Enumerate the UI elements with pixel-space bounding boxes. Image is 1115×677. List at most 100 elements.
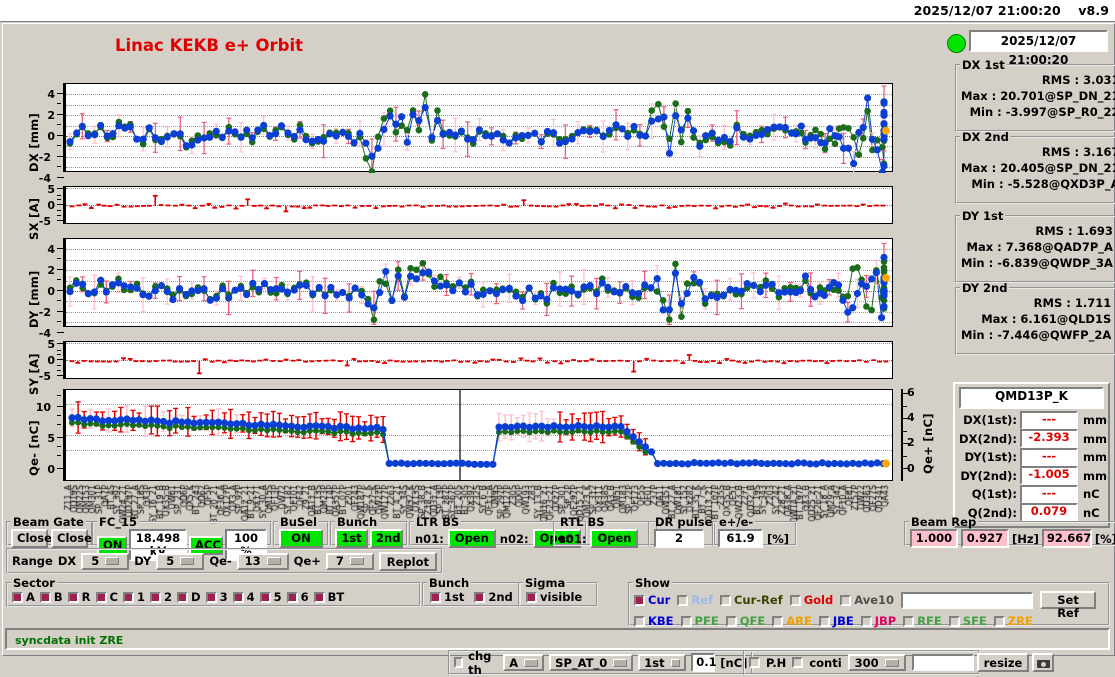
show-item-checkbox-cur[interactable]	[634, 594, 645, 606]
set-ref-button[interactable]: Set Ref	[1040, 591, 1097, 620]
beam-rep-unit-hz: [Hz]	[1012, 531, 1039, 546]
show-item-are[interactable]: ARE	[772, 614, 812, 628]
show-item-sfe[interactable]: SFE	[948, 614, 987, 628]
sector-item-2[interactable]: 2	[150, 590, 172, 604]
sector-item-checkbox-6[interactable]	[286, 591, 298, 603]
bunch-item-2nd[interactable]: 2nd	[474, 590, 513, 604]
sector-item-r[interactable]: R	[67, 590, 91, 604]
beam-gate-close-1[interactable]: Close	[11, 529, 52, 548]
bunch-2nd-button[interactable]: 2nd	[370, 529, 403, 548]
show-item-jbp[interactable]: JBP	[860, 614, 896, 628]
show-item-qfe[interactable]: QFE	[725, 614, 765, 628]
show-item-cur-ref[interactable]: Cur-Ref	[719, 593, 783, 607]
bunch-1st-button[interactable]: 1st	[335, 529, 368, 548]
bunch-item-1st[interactable]: 1st	[430, 590, 464, 604]
range-qeminus-select[interactable]: 13	[236, 552, 289, 570]
sector-item-bt[interactable]: BT	[313, 590, 344, 604]
sector-item-d[interactable]: D	[177, 590, 201, 604]
dx-2nd-min-row: Min : -5.528@QXD3P_A	[957, 176, 1115, 192]
bunch-item-checkbox-2nd[interactable]	[474, 591, 486, 603]
sector-item-checkbox-4[interactable]	[232, 591, 244, 603]
x-axis-tick-labels	[63, 481, 893, 533]
show-item-jbe[interactable]: JBE	[818, 614, 854, 628]
show-item-checkbox-pfe[interactable]	[680, 615, 692, 627]
show-item-cur[interactable]: Cur	[634, 593, 670, 607]
show-item-label-cur: Cur	[648, 593, 671, 607]
chg-th-bpm-select[interactable]: SP_AT_0	[549, 654, 634, 671]
dx-2nd-max-key: Max :	[961, 161, 997, 175]
replot-button[interactable]: Replot	[378, 551, 437, 571]
show-item-checkbox-rfe[interactable]	[903, 615, 915, 627]
range-dy-select[interactable]: 5	[156, 552, 205, 570]
sector-item-checkbox-bt[interactable]	[313, 591, 325, 603]
sector-item-checkbox-d[interactable]	[177, 591, 189, 603]
show-item-label-rfe: RFE	[917, 614, 942, 628]
show-item-pfe[interactable]: PFE	[680, 614, 719, 628]
sector-item-checkbox-1[interactable]	[122, 591, 134, 603]
range-qeplus-select[interactable]: 7	[325, 552, 374, 570]
rtl-s01-button[interactable]: Open	[590, 529, 639, 548]
show-item-checkbox-ave10[interactable]	[840, 594, 852, 606]
ltr-n02-button[interactable]: Open	[532, 529, 581, 548]
qe-plot-axes[interactable]	[65, 389, 893, 482]
busel-on-button[interactable]: ON	[279, 529, 323, 548]
show-item-checkbox-ref[interactable]	[677, 594, 689, 606]
conti-text-input[interactable]	[911, 654, 974, 671]
epem-field[interactable]: 61.9	[718, 529, 763, 548]
chg-th-channel-select[interactable]: A	[503, 654, 545, 671]
sigma-item-checkbox-visible[interactable]	[526, 591, 537, 603]
sector-item-checkbox-2[interactable]	[150, 591, 161, 603]
show-item-rfe[interactable]: RFE	[903, 614, 942, 628]
show-item-checkbox-gold[interactable]	[789, 594, 801, 606]
fc-percent-field[interactable]: 100 %	[225, 529, 267, 561]
dx-ytick-m4: -4	[38, 172, 51, 185]
set-ref-input[interactable]	[901, 591, 1034, 609]
sector-item-6[interactable]: 6	[286, 590, 309, 604]
show-item-gold[interactable]: Gold	[789, 593, 833, 607]
sector-item-checkbox-c[interactable]	[95, 591, 107, 603]
dy-plot-axes[interactable]	[65, 238, 893, 327]
sector-item-a[interactable]: A	[12, 590, 35, 604]
sector-item-1[interactable]: 1	[122, 590, 145, 604]
show-item-kbe[interactable]: KBE	[634, 614, 674, 628]
show-item-checkbox-kbe[interactable]	[634, 615, 645, 627]
dr-pulse-field[interactable]: 2	[654, 529, 704, 548]
sector-item-label-3: 3	[219, 590, 228, 604]
show-item-checkbox-jbe[interactable]	[818, 615, 830, 627]
show-item-checkbox-zre[interactable]	[993, 615, 1005, 627]
sector-item-c[interactable]: C	[95, 590, 118, 604]
sector-item-b[interactable]: B	[39, 590, 63, 604]
sector-item-checkbox-5[interactable]	[259, 591, 271, 603]
show-item-checkbox-sfe[interactable]	[948, 615, 960, 627]
sigma-item-label-visible: visible	[540, 590, 583, 604]
sx-plot-axes[interactable]	[65, 186, 893, 224]
show-item-ref[interactable]: Ref	[677, 593, 713, 607]
show-item-ave10[interactable]: Ave10	[840, 593, 894, 607]
ph-checkbox[interactable]	[749, 657, 760, 668]
show-item-checkbox-cur-ref[interactable]	[719, 594, 731, 606]
top-timestamp-group: 2025/12/07 21:00:20 v8.9	[914, 3, 1109, 18]
sector-item-5[interactable]: 5	[259, 590, 282, 604]
chg-th-checkbox[interactable]	[454, 657, 464, 668]
beam-gate-close-2[interactable]: Close	[51, 529, 92, 548]
sy-plot-axes[interactable]	[65, 341, 893, 379]
conti-interval-select[interactable]: 300	[847, 654, 906, 671]
dx-data	[66, 85, 890, 173]
sector-item-checkbox-3[interactable]	[205, 591, 217, 603]
dx-plot-axes[interactable]	[65, 83, 893, 173]
show-item-checkbox-jbp[interactable]	[860, 615, 872, 627]
sector-item-checkbox-a[interactable]	[12, 591, 23, 603]
range-dx-select[interactable]: 5	[81, 552, 130, 570]
show-item-checkbox-qfe[interactable]	[725, 615, 737, 627]
sigma-item-visible[interactable]: visible	[526, 590, 582, 604]
conti-checkbox[interactable]	[792, 657, 804, 668]
show-item-zre[interactable]: ZRE	[993, 614, 1033, 628]
sector-item-3[interactable]: 3	[205, 590, 228, 604]
sector-item-checkbox-r[interactable]	[67, 591, 79, 603]
sector-item-checkbox-b[interactable]	[39, 591, 51, 603]
chg-th-bunch-select[interactable]: 1st	[638, 654, 687, 671]
sector-item-4[interactable]: 4	[232, 590, 255, 604]
ltr-n01-button[interactable]: Open	[447, 529, 496, 548]
bunch-item-checkbox-1st[interactable]	[430, 591, 441, 603]
show-item-checkbox-are[interactable]	[772, 615, 784, 627]
